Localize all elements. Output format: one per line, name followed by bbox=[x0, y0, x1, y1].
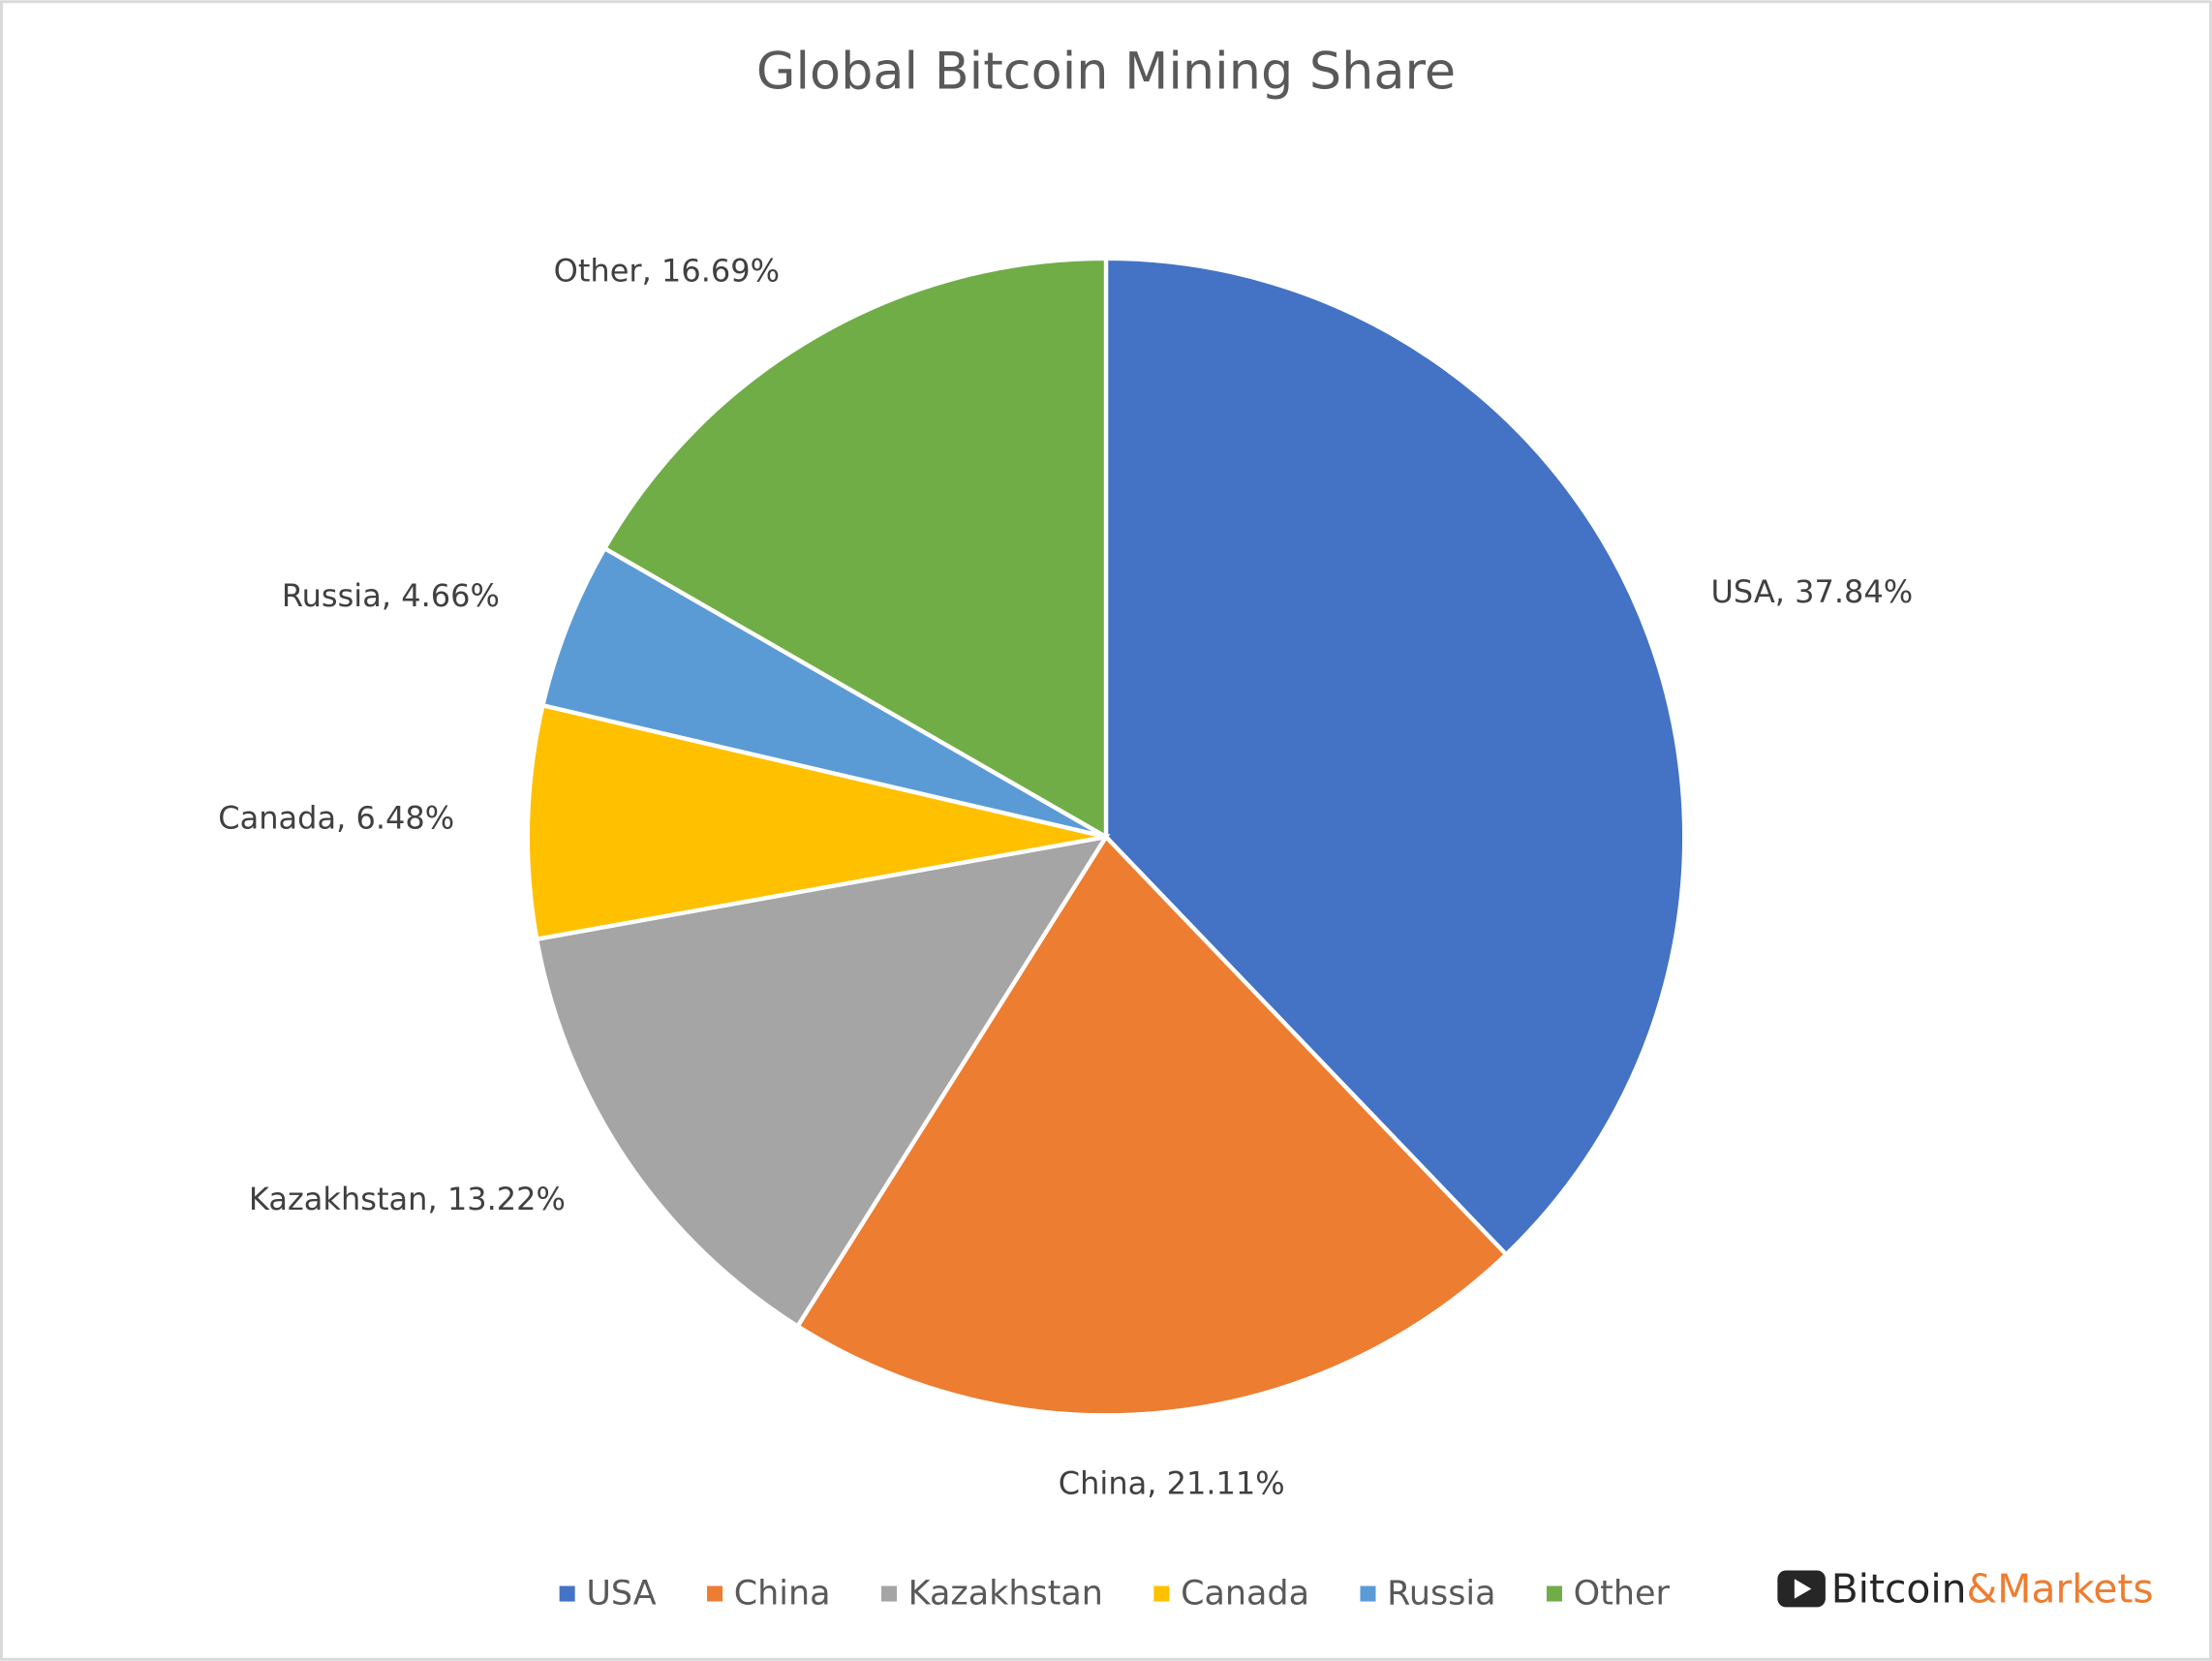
legend-label: USA bbox=[586, 1574, 656, 1613]
data-label: Kazakhstan, 13.22% bbox=[249, 1181, 566, 1217]
data-label: China, 21.11% bbox=[1059, 1465, 1285, 1502]
data-label: Russia, 4.66% bbox=[282, 577, 500, 614]
legend-label: Russia bbox=[1387, 1574, 1495, 1613]
watermark-text: Bitcoin&Markets bbox=[1831, 1565, 2154, 1612]
legend-label: Kazakhstan bbox=[908, 1574, 1103, 1613]
pie-slice bbox=[539, 545, 1108, 840]
legend-swatch bbox=[707, 1585, 723, 1602]
chart-title: Global Bitcoin Mining Share bbox=[756, 42, 1456, 101]
pie-slice bbox=[525, 702, 1107, 942]
legend-label: Other bbox=[1574, 1574, 1671, 1613]
watermark-logo-play bbox=[1794, 1579, 1812, 1599]
legend-swatch bbox=[1360, 1585, 1376, 1602]
legend-swatch bbox=[559, 1585, 575, 1602]
data-label: Canada, 6.48% bbox=[218, 800, 454, 837]
watermark-brand: Bitcoin bbox=[1831, 1565, 1967, 1612]
watermark-suffix: &Markets bbox=[1967, 1565, 2154, 1612]
legend-label: Canada bbox=[1181, 1574, 1309, 1613]
pie-slice bbox=[1103, 256, 1687, 1258]
data-label: Other, 16.69% bbox=[554, 252, 780, 289]
legend-label: China bbox=[734, 1574, 831, 1613]
legend-swatch bbox=[1546, 1585, 1562, 1602]
pie-slice bbox=[794, 833, 1510, 1418]
pie-slice bbox=[601, 256, 1109, 841]
pie-slice bbox=[534, 834, 1111, 1330]
watermark: Bitcoin&Markets bbox=[1777, 1565, 2154, 1612]
data-label: USA, 37.84% bbox=[1710, 573, 1913, 610]
legend-swatch bbox=[880, 1585, 898, 1602]
legend-swatch bbox=[1153, 1585, 1170, 1602]
